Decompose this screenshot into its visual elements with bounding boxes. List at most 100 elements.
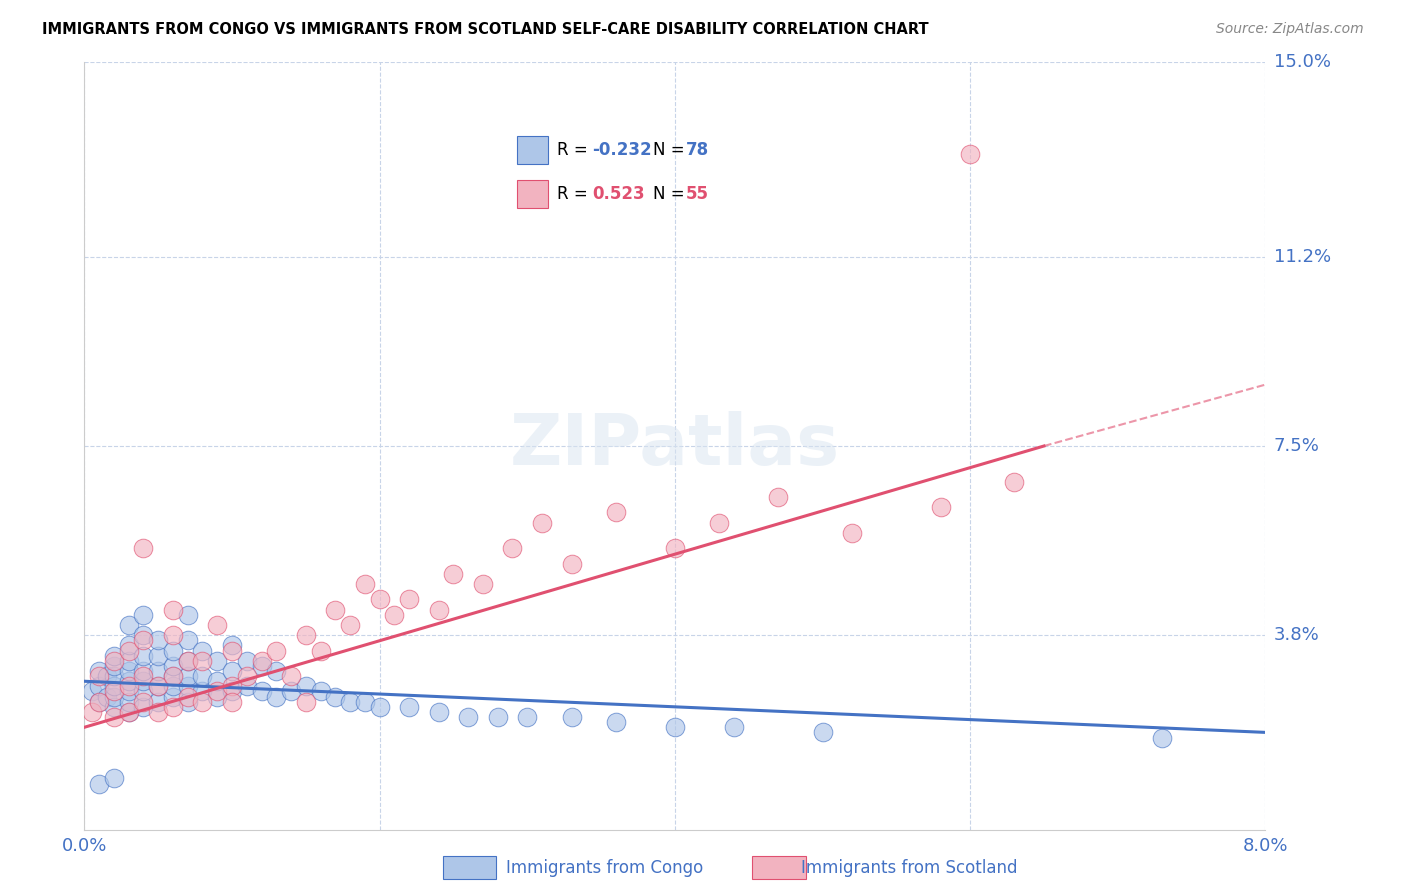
Point <box>103 659 125 673</box>
Point <box>103 690 125 704</box>
Point <box>264 664 288 678</box>
Point <box>148 633 170 648</box>
Point <box>103 699 125 714</box>
Point <box>103 710 125 724</box>
Point <box>118 705 141 719</box>
Point <box>384 607 406 622</box>
Point <box>132 669 155 683</box>
Point <box>443 566 465 581</box>
Point <box>177 633 200 648</box>
Point <box>162 643 184 657</box>
Point <box>118 654 141 668</box>
Text: IMMIGRANTS FROM CONGO VS IMMIGRANTS FROM SCOTLAND SELF-CARE DISABILITY CORRELATI: IMMIGRANTS FROM CONGO VS IMMIGRANTS FROM… <box>42 22 929 37</box>
Point <box>309 684 332 698</box>
Point <box>221 695 243 709</box>
Point <box>264 643 288 657</box>
Point <box>368 592 391 607</box>
Point <box>427 602 450 616</box>
Point <box>132 607 155 622</box>
Text: 78: 78 <box>686 141 709 159</box>
Point <box>87 664 111 678</box>
Point <box>221 643 243 657</box>
Point <box>80 705 103 719</box>
Point <box>87 669 111 683</box>
Point <box>132 541 155 556</box>
Point <box>723 720 745 734</box>
Point <box>118 618 141 632</box>
Point <box>561 557 583 571</box>
Point <box>1150 731 1173 745</box>
Point <box>841 525 863 540</box>
Point <box>118 684 141 698</box>
Point <box>221 684 243 698</box>
Text: N =: N = <box>654 185 690 202</box>
Point <box>148 705 170 719</box>
Point <box>118 639 141 653</box>
Point <box>87 695 111 709</box>
Point <box>162 690 184 704</box>
Point <box>325 690 347 704</box>
Point <box>235 669 259 683</box>
Point <box>264 690 288 704</box>
Text: N =: N = <box>654 141 690 159</box>
Point <box>250 684 273 698</box>
Point <box>118 643 141 657</box>
Point <box>221 664 243 678</box>
Point <box>811 725 834 739</box>
Point <box>339 618 361 632</box>
Bar <box>517 136 548 164</box>
Point <box>103 679 125 693</box>
Text: 0.523: 0.523 <box>592 185 645 202</box>
Point <box>162 602 184 616</box>
Point <box>132 695 155 709</box>
Point <box>354 695 377 709</box>
Point <box>295 679 318 693</box>
Point <box>177 607 200 622</box>
Text: R =: R = <box>557 185 593 202</box>
Point <box>132 628 155 642</box>
Point <box>162 659 184 673</box>
Point <box>354 577 377 591</box>
Text: Source: ZipAtlas.com: Source: ZipAtlas.com <box>1216 22 1364 37</box>
Point <box>516 710 538 724</box>
Point <box>148 679 170 693</box>
Point <box>191 695 214 709</box>
Point <box>162 669 184 683</box>
Point <box>221 639 243 653</box>
Point <box>132 633 155 648</box>
Point <box>664 720 686 734</box>
Point <box>103 648 125 663</box>
Point <box>132 674 155 689</box>
Point <box>768 490 790 504</box>
Point <box>103 684 125 698</box>
Point <box>177 654 200 668</box>
Point <box>207 618 229 632</box>
Point <box>96 669 118 683</box>
Point <box>118 705 141 719</box>
Point <box>221 679 243 693</box>
Point <box>605 506 627 520</box>
Point <box>191 669 214 683</box>
Point <box>309 643 332 657</box>
Text: R =: R = <box>557 141 593 159</box>
Text: 7.5%: 7.5% <box>1274 437 1320 455</box>
Point <box>561 710 583 724</box>
Point <box>457 710 479 724</box>
Point <box>295 695 318 709</box>
Point <box>207 684 229 698</box>
Point <box>177 690 200 704</box>
Text: 11.2%: 11.2% <box>1274 248 1331 266</box>
Point <box>207 654 229 668</box>
Point <box>118 674 141 689</box>
Point <box>959 147 981 161</box>
Point <box>103 772 125 786</box>
Point <box>235 679 259 693</box>
Point <box>87 679 111 693</box>
Point <box>103 654 125 668</box>
Point <box>162 669 184 683</box>
Point <box>191 654 214 668</box>
Point <box>96 690 118 704</box>
Point <box>398 592 420 607</box>
Point <box>87 776 111 790</box>
Point <box>118 664 141 678</box>
